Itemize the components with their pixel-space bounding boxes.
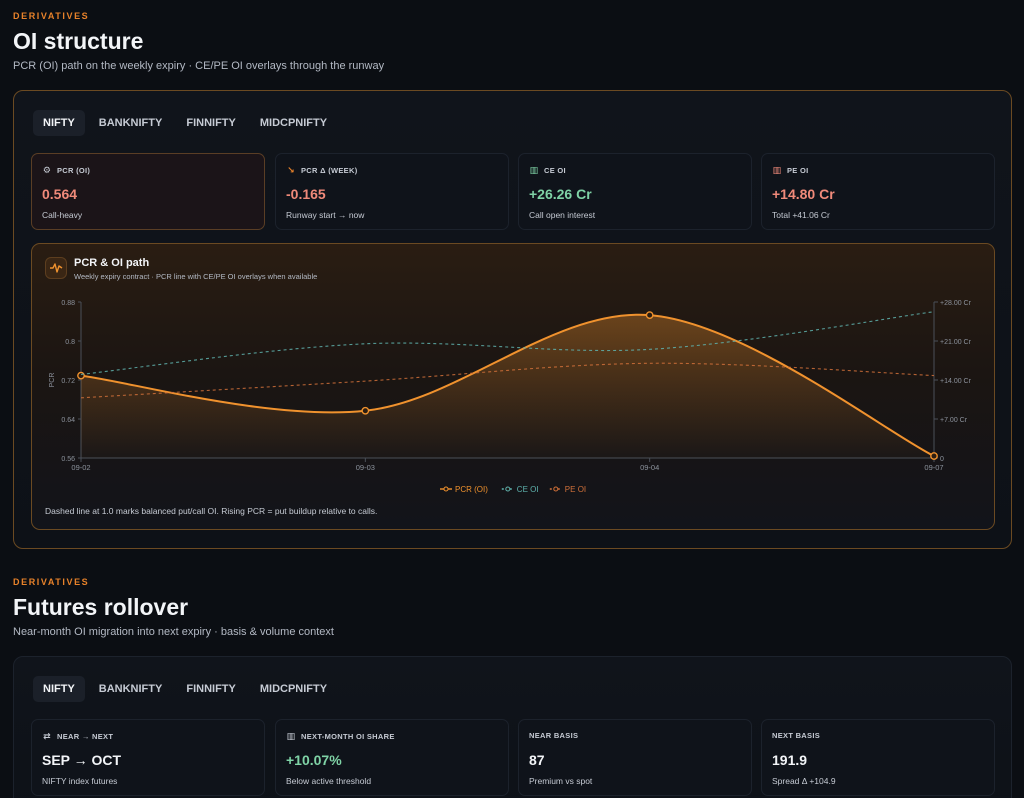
y-tick-label: 0.88	[61, 300, 75, 307]
kpi-note: Call open interest	[529, 210, 596, 220]
kpi-note: Spread Δ +104.9	[772, 776, 836, 786]
kpi-label: NEXT BASIS	[772, 731, 821, 740]
legend-marker-pcr-oi	[443, 486, 449, 492]
kpi-note: NIFTY index futures	[42, 776, 118, 786]
kpi-card-pcr-delta: ↘ PCR Δ (WEEK) -0.165 Runway start → now	[275, 153, 509, 230]
tab-banknifty[interactable]: BANKNIFTY	[98, 683, 163, 695]
bar-chart-icon: ▥	[529, 165, 539, 175]
kpi-card-near-basis: NEAR BASIS 87 Premium vs spot	[518, 719, 752, 796]
y2-tick-label: +21.00 Cr	[940, 339, 972, 346]
y-tick-label: 0.8	[65, 339, 75, 346]
pcr-oi-point	[361, 406, 370, 415]
section-eyebrow: DERIVATIVES	[13, 11, 90, 21]
x-tick-label: 09-07	[924, 463, 943, 472]
swap-icon: ⇄	[43, 731, 51, 741]
kpi-label: NEAR BASIS	[529, 731, 579, 740]
kpi-note: Below active threshold	[286, 776, 372, 786]
tab-nifty[interactable]: NIFTY	[33, 676, 85, 702]
y-axis-title: PCR	[49, 373, 56, 388]
kpi-card-next-basis: NEXT BASIS 191.9 Spread Δ +104.9	[761, 719, 995, 796]
tab-midcpnifty[interactable]: MIDCPNIFTY	[259, 117, 328, 129]
index-tabs: NIFTY BANKNIFTY FINNIFTY MIDCPNIFTY	[33, 110, 337, 136]
pcr-oi-point	[645, 311, 654, 320]
chart-footnote: Dashed line at 1.0 marks balanced put/ca…	[45, 506, 378, 516]
page-title: OI structure	[13, 28, 144, 54]
legend-label-pcr-oi: PCR (OI)	[455, 485, 488, 494]
kpi-card-oi-share: ▥ NEXT-MONTH OI SHARE +10.07% Below activ…	[275, 719, 509, 796]
chart-subtitle: Weekly expiry contract · PCR line with C…	[74, 272, 318, 281]
legend-marker-ce-oi	[505, 486, 511, 492]
kpi-value: SEP → OCT	[42, 752, 122, 768]
pcr-oi-area	[81, 314, 934, 458]
y2-tick-label: +14.00 Cr	[940, 378, 972, 385]
x-tick-label: 09-02	[71, 463, 90, 472]
kpi-label: CE OI	[544, 166, 566, 175]
kpi-value: 87	[529, 752, 545, 768]
legend-label-pe-oi: PE OI	[565, 485, 586, 494]
kpi-card-pcr: ⚙ PCR (OI) 0.564 Call-heavy	[31, 153, 265, 230]
kpi-note: Runway start → now	[286, 210, 365, 220]
kpi-card-near-next: ⇄ NEAR → NEXT SEP → OCT NIFTY index futur…	[31, 719, 265, 796]
kpi-card-ce-oi: ▥ CE OI +26.26 Cr Call open interest	[518, 153, 752, 230]
kpi-value: +10.07%	[286, 752, 342, 768]
activity-icon	[45, 257, 67, 279]
pcr-oi-chart-card: 0.56 0.64 0.72 0.8 0.88 0 +7.00 Cr +14.00 Cr +21…	[31, 243, 995, 530]
kpi-label: PCR Δ (WEEK)	[301, 166, 358, 175]
tab-finnifty[interactable]: FINNIFTY	[186, 117, 236, 129]
kpi-value: +14.80 Cr	[772, 186, 835, 202]
pcr-oi-chart: 0.56 0.64 0.72 0.8 0.88 0 +7.00 Cr +14.00 Cr +21…	[49, 300, 972, 494]
trend-down-icon: ↘	[287, 165, 295, 175]
kpi-label: NEAR → NEXT	[57, 732, 114, 741]
x-tick-label: 09-04	[640, 463, 659, 472]
ce-oi-line	[80, 311, 935, 375]
gauge-icon: ⚙	[42, 165, 52, 175]
section-eyebrow: DERIVATIVES	[13, 577, 90, 587]
y-tick-label: 0.72	[61, 378, 75, 385]
kpi-value: -0.165	[286, 186, 326, 202]
chart-title: PCR & OI path	[74, 257, 150, 269]
pcr-oi-point	[930, 452, 938, 460]
kpi-label: PCR (OI)	[57, 166, 91, 175]
pe-oi-line	[80, 362, 935, 399]
y-tick-label: 0.56	[61, 456, 75, 463]
bar-chart-icon: ▥	[772, 165, 782, 175]
y2-tick-label: +28.00 Cr	[940, 300, 972, 307]
tab-finnifty[interactable]: FINNIFTY	[186, 683, 236, 695]
pcr-oi-point	[77, 371, 85, 380]
section-title: Futures rollover	[13, 594, 189, 620]
y2-tick-label: 0	[940, 456, 944, 463]
section-subtitle: PCR (OI) path on the weekly expiry · CE/…	[13, 60, 385, 72]
kpi-value: 191.9	[772, 752, 808, 768]
tab-nifty[interactable]: NIFTY	[33, 110, 85, 136]
y-tick-label: 0.64	[61, 417, 75, 424]
legend-marker-pe-oi	[553, 486, 559, 492]
kpi-label: PE OI	[787, 166, 809, 175]
legend-label-ce-oi: CE OI	[517, 485, 539, 494]
pcr-oi-line	[80, 313, 935, 457]
tab-midcpnifty[interactable]: MIDCPNIFTY	[259, 683, 328, 695]
kpi-value: 0.564	[42, 186, 78, 202]
kpi-card-pe-oi: ▥ PE OI +14.80 Cr Total +41.06 Cr	[761, 153, 995, 230]
kpi-value: +26.26 Cr	[529, 186, 592, 202]
futures-rollover-panel: NIFTY BANKNIFTY FINNIFTY MIDCPNIFTY ⇄ NEA…	[13, 656, 1012, 798]
tab-banknifty[interactable]: BANKNIFTY	[98, 117, 163, 129]
y2-tick-label: +7.00 Cr	[940, 417, 968, 424]
section-subtitle: Near-month OI migration into next expiry…	[13, 626, 334, 638]
oi-structure-panel: NIFTY BANKNIFTY FINNIFTY MIDCPNIFTY ⚙ PCR…	[13, 90, 1012, 549]
index-tabs: NIFTY BANKNIFTY FINNIFTY MIDCPNIFTY	[33, 676, 337, 702]
x-tick-label: 09-03	[356, 463, 375, 472]
kpi-note: Premium vs spot	[529, 776, 593, 786]
kpi-note: Call-heavy	[42, 210, 83, 220]
kpi-note: Total +41.06 Cr	[772, 210, 830, 220]
bar-chart-icon: ▥	[286, 731, 296, 741]
kpi-label: NEXT-MONTH OI SHARE	[301, 732, 395, 741]
